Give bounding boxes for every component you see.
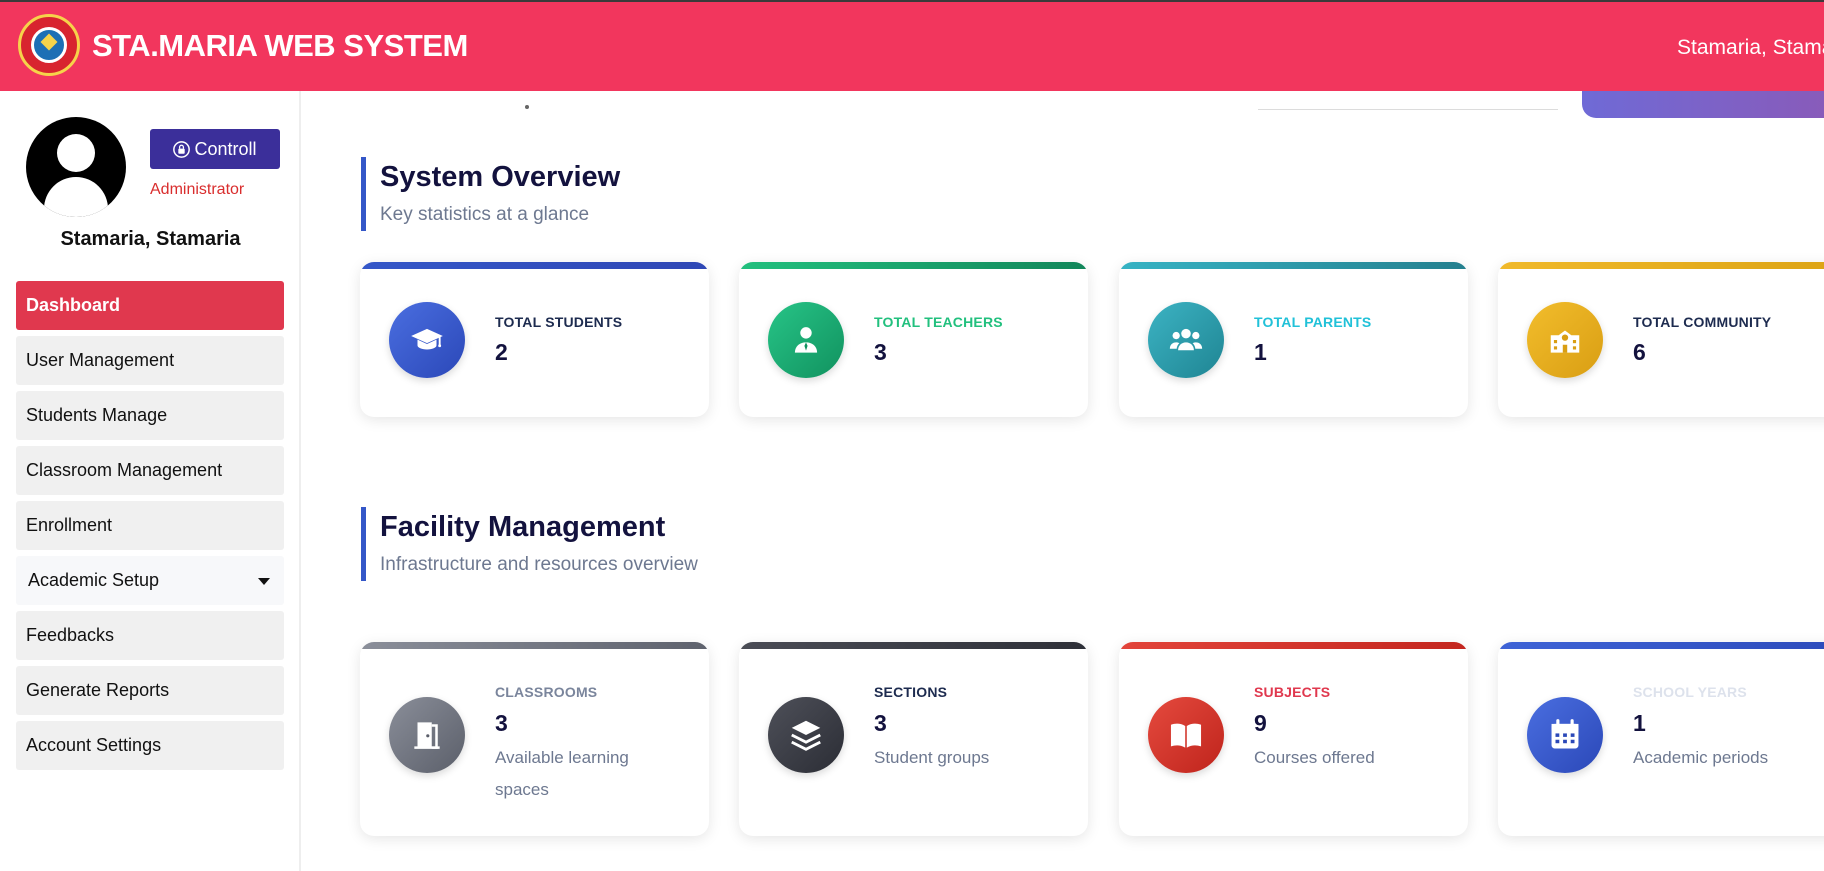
stat-label: TOTAL STUDENTS <box>495 314 623 330</box>
facility-card-subjects[interactable]: SUBJECTS 9 Courses offered <box>1119 642 1468 836</box>
logo-emblem <box>31 27 67 63</box>
main-content: System Overview Key statistics at a glan… <box>301 91 1824 871</box>
facility-section-header: Facility Management Infrastructure and r… <box>361 507 698 581</box>
stat-card-teachers[interactable]: TOTAL TEACHERS 3 <box>739 262 1088 417</box>
top-navbar: STA.MARIA WEB SYSTEM Stamaria, Stama <box>0 0 1824 91</box>
stat-label: TOTAL PARENTS <box>1254 314 1372 330</box>
sidebar-menu: Dashboard User Management Students Manag… <box>16 281 284 776</box>
school-logo <box>18 14 80 76</box>
users-icon <box>1148 302 1224 378</box>
sidebar: Controll Administrator Stamaria, Stamari… <box>0 91 301 871</box>
facility-card-school-years[interactable]: SCHOOL YEARS 1 Academic periods <box>1498 642 1824 836</box>
calendar-icon <box>1527 697 1603 773</box>
stat-value: 1 <box>1254 339 1267 365</box>
facility-value: 3 <box>495 710 508 736</box>
facility-card-sections[interactable]: SECTIONS 3 Student groups <box>739 642 1088 836</box>
sidebar-item-enrollment[interactable]: Enrollment <box>16 501 284 550</box>
sidebar-item-account-settings[interactable]: Account Settings <box>16 721 284 770</box>
facility-description: Student groups <box>874 748 990 767</box>
stat-label: TOTAL COMMUNITY <box>1633 314 1772 330</box>
top-user-name[interactable]: Stamaria, Stama <box>1677 36 1824 59</box>
avatar <box>26 117 126 217</box>
stat-card-students[interactable]: TOTAL STUDENTS 2 <box>360 262 709 417</box>
control-button[interactable]: Controll <box>150 129 280 169</box>
sidebar-item-feedbacks[interactable]: Feedbacks <box>16 611 284 660</box>
facility-label: CLASSROOMS <box>495 684 598 700</box>
facility-description: Academic periods <box>1633 748 1769 767</box>
facility-description: Available learning spaces <box>495 748 629 799</box>
school-icon <box>1527 302 1603 378</box>
control-button-label: Controll <box>194 138 257 159</box>
stat-card-community[interactable]: TOTAL COMMUNITY 6 <box>1498 262 1824 417</box>
scrolled-text-fragment <box>525 105 529 109</box>
teacher-icon <box>768 302 844 378</box>
sidebar-item-classroom-management[interactable]: Classroom Management <box>16 446 284 495</box>
door-icon <box>389 697 465 773</box>
brand-title: STA.MARIA WEB SYSTEM <box>92 28 468 63</box>
sidebar-item-dashboard[interactable]: Dashboard <box>16 281 284 330</box>
stat-card-parents[interactable]: TOTAL PARENTS 1 <box>1119 262 1468 417</box>
gradient-action-button[interactable] <box>1582 91 1824 118</box>
graduation-cap-icon <box>389 302 465 378</box>
sidebar-item-generate-reports[interactable]: Generate Reports <box>16 666 284 715</box>
stat-label: TOTAL TEACHERS <box>874 314 1003 330</box>
sidebar-user-name: Stamaria, Stamaria <box>60 228 241 250</box>
facility-value: 3 <box>874 710 887 736</box>
overview-title: System Overview <box>380 161 621 193</box>
overview-subtitle: Key statistics at a glance <box>380 204 590 225</box>
stat-value: 6 <box>1633 339 1646 365</box>
overview-section-header: System Overview Key statistics at a glan… <box>361 157 620 231</box>
facility-subtitle: Infrastructure and resources overview <box>380 554 698 575</box>
book-icon <box>1148 697 1224 773</box>
sidebar-item-students-manage[interactable]: Students Manage <box>16 391 284 440</box>
facility-card-classrooms[interactable]: CLASSROOMS 3 Available learning spaces <box>360 642 709 836</box>
user-role: Administrator <box>150 181 245 198</box>
facility-label: SECTIONS <box>874 684 948 700</box>
facility-label: SUBJECTS <box>1254 684 1331 700</box>
search-underline <box>1258 109 1558 110</box>
layers-icon <box>768 697 844 773</box>
facility-description: Courses offered <box>1254 748 1375 767</box>
facility-value: 9 <box>1254 710 1267 736</box>
facility-value: 1 <box>1633 710 1646 736</box>
academic-setup-label: Academic Setup <box>28 570 160 590</box>
sidebar-item-academic-setup[interactable]: Academic Setup <box>16 556 284 605</box>
caret-down-icon <box>258 578 270 585</box>
stat-value: 2 <box>495 339 508 365</box>
lock-icon <box>173 140 191 158</box>
stat-value: 3 <box>874 339 887 365</box>
sidebar-item-user-management[interactable]: User Management <box>16 336 284 385</box>
facility-label: SCHOOL YEARS <box>1633 684 1747 700</box>
facility-title: Facility Management <box>380 511 666 543</box>
